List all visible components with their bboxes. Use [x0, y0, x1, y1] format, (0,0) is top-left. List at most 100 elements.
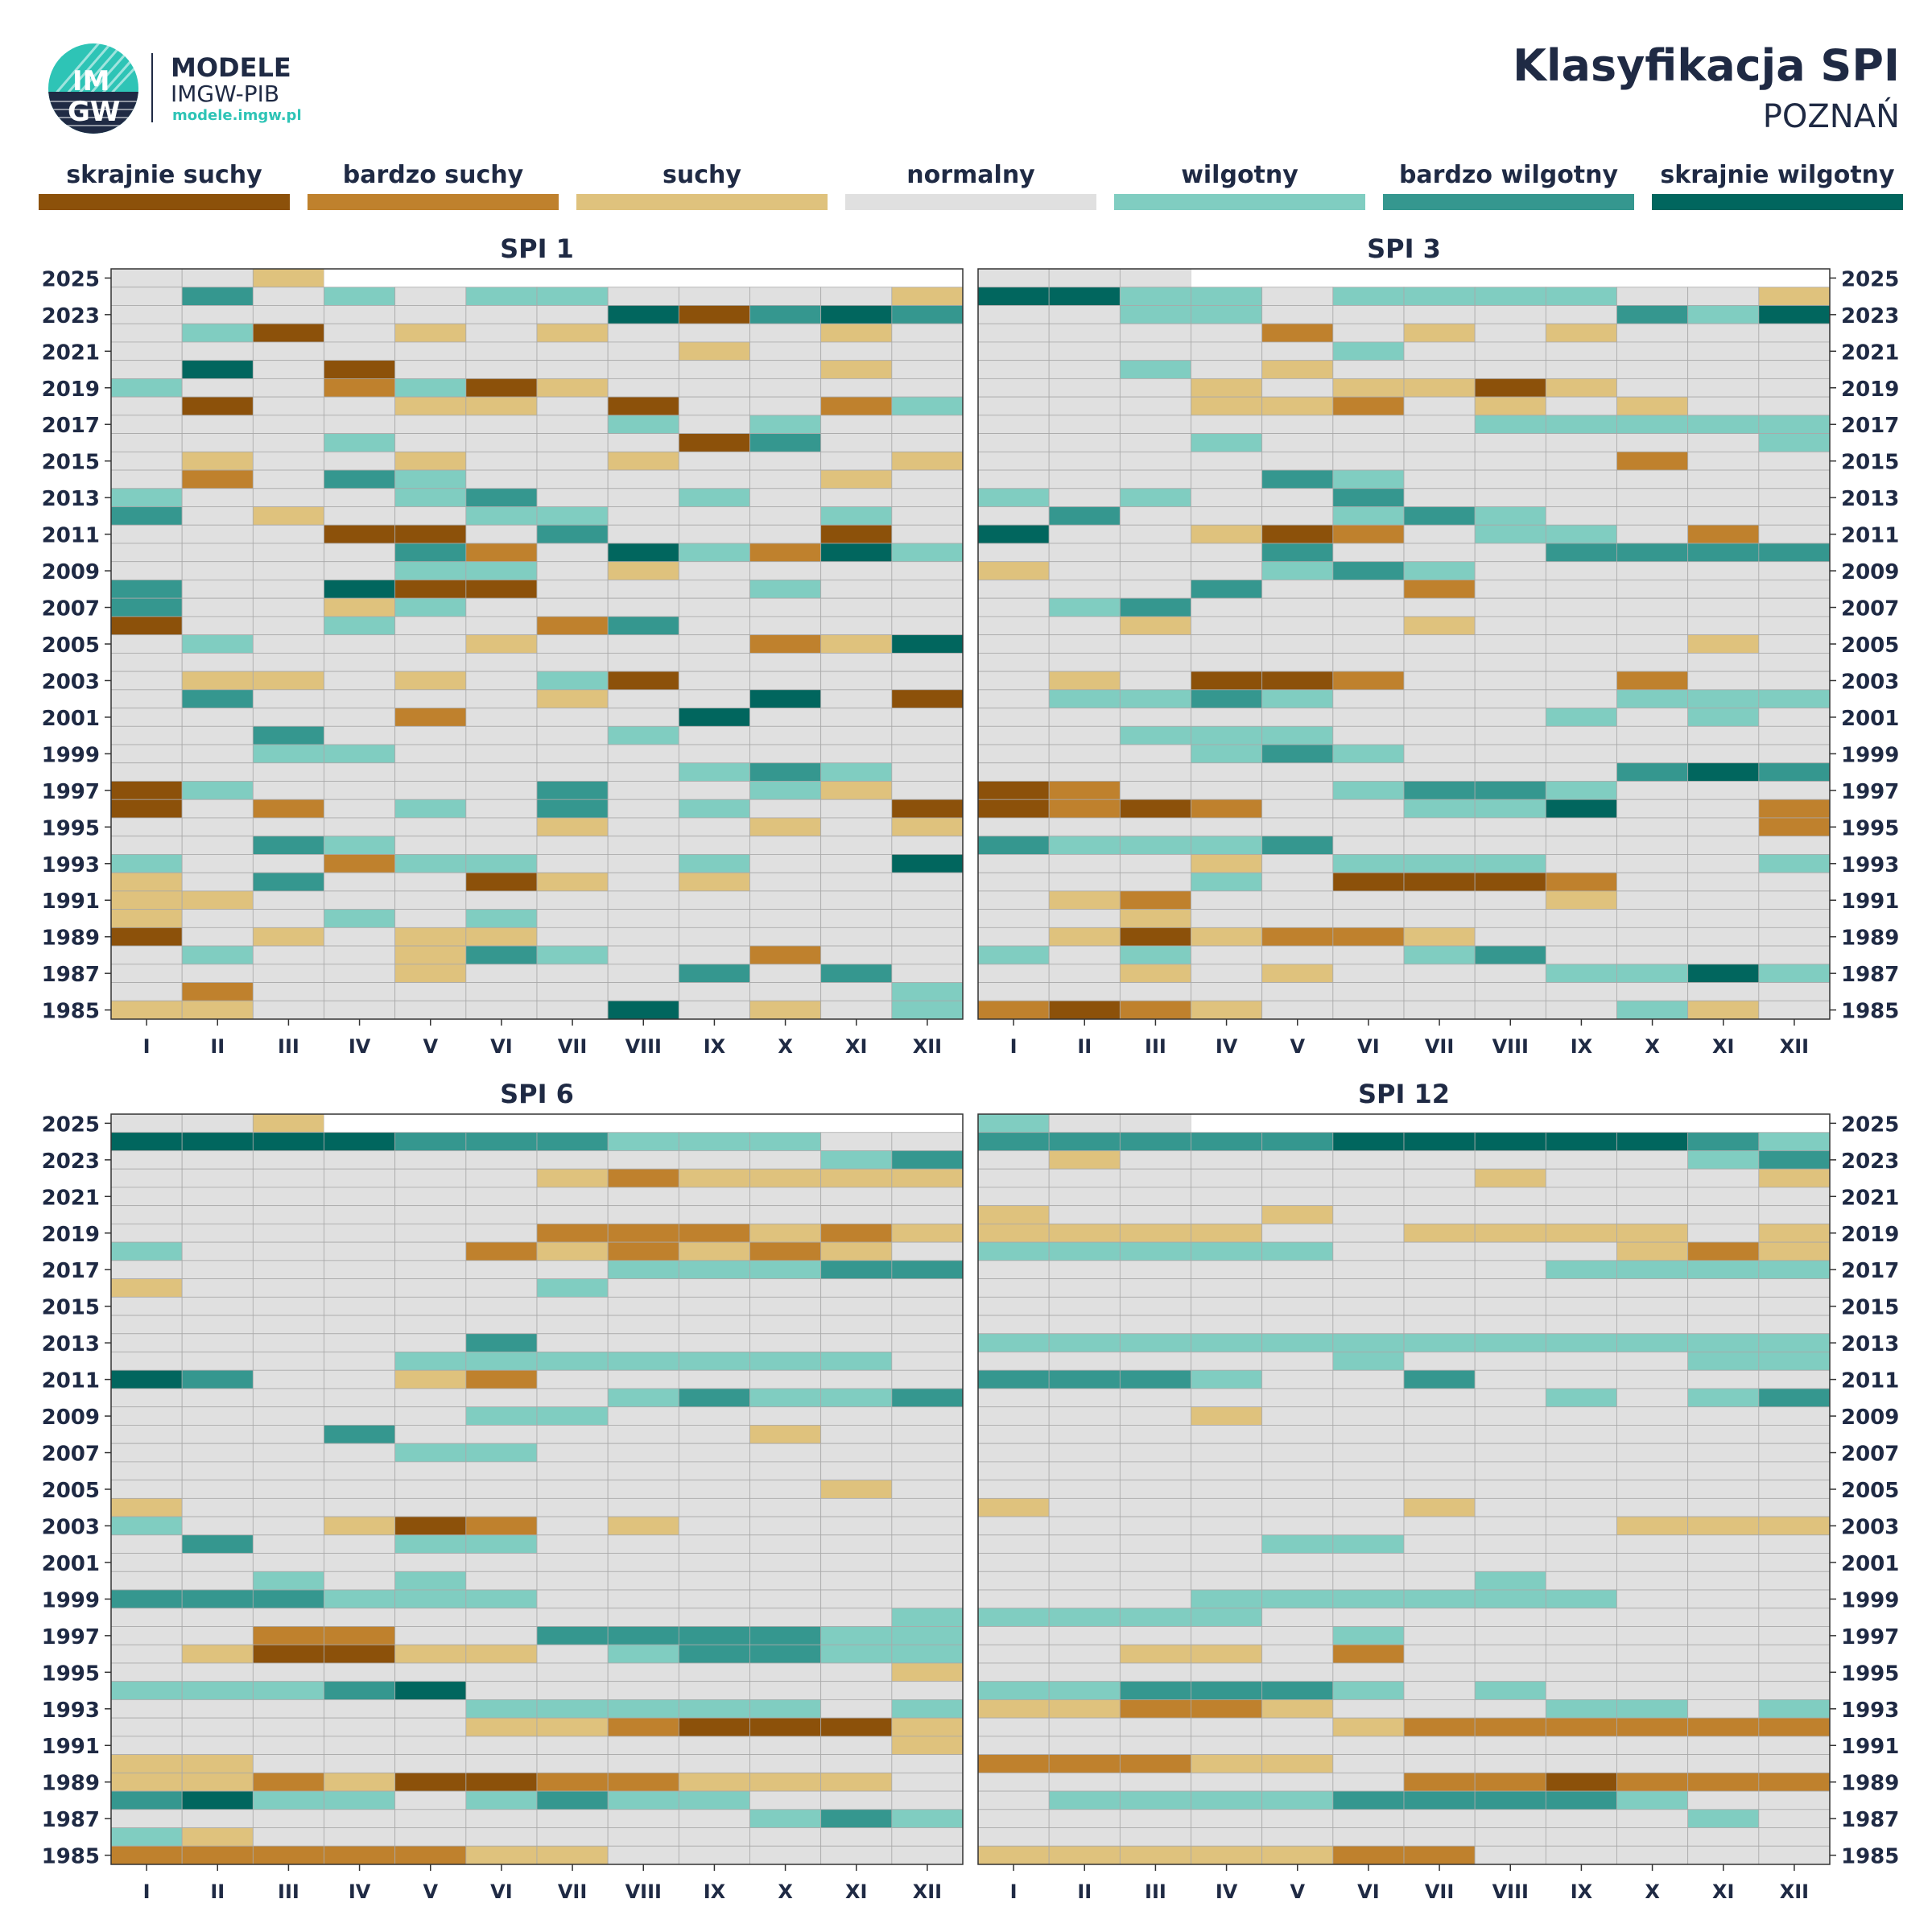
heatmap-cell	[394, 634, 467, 654]
heatmap-cell	[1687, 982, 1760, 1001]
heatmap-cell	[1758, 1497, 1831, 1517]
heatmap-cell	[749, 1754, 822, 1773]
heatmap-cell	[252, 1497, 324, 1517]
heatmap-cell	[1119, 323, 1191, 343]
heatmap-cell	[324, 1406, 396, 1426]
heatmap-cell	[820, 1699, 893, 1719]
heatmap-cell	[465, 1626, 538, 1645]
heatmap-cell	[394, 1644, 467, 1664]
heatmap-cell	[110, 488, 183, 507]
heatmap-cell	[1332, 1150, 1405, 1170]
heatmap-cell	[678, 1369, 750, 1389]
heatmap-cell	[181, 1845, 254, 1865]
heatmap-cell	[110, 1662, 183, 1682]
heatmap-cell	[1332, 561, 1405, 580]
heatmap-cell	[1119, 451, 1191, 471]
heatmap-cell	[1758, 927, 1831, 947]
heatmap-cell	[181, 1681, 254, 1700]
heatmap-cell	[465, 1333, 538, 1352]
heatmap-cell	[1616, 927, 1689, 947]
heatmap-cell	[1687, 1388, 1760, 1408]
heatmap-cell	[1758, 451, 1831, 471]
heatmap-cell	[1545, 1589, 1617, 1609]
heatmap-cell	[1119, 945, 1191, 965]
heatmap-cell	[1048, 1516, 1121, 1536]
heatmap-cell	[749, 1497, 822, 1517]
heatmap-cell	[1119, 909, 1191, 928]
heatmap-cell	[820, 1608, 893, 1627]
x-tick-label: VII	[558, 1035, 587, 1058]
heatmap-cell	[749, 616, 822, 636]
heatmap-cell	[1191, 1534, 1263, 1554]
heatmap-cell	[977, 506, 1050, 526]
heatmap-cell	[181, 1260, 254, 1279]
heatmap-cell	[1474, 1168, 1546, 1188]
heatmap-cell	[394, 1406, 467, 1426]
heatmap-cell	[977, 817, 1050, 837]
heatmap-cell	[977, 836, 1050, 855]
heatmap-cell	[110, 360, 183, 379]
heatmap-cell	[1403, 1223, 1476, 1243]
heatmap-cell	[465, 1278, 538, 1298]
heatmap-cell	[678, 1717, 750, 1737]
heatmap-cell	[1545, 817, 1617, 837]
heatmap-cell	[607, 1736, 679, 1756]
heatmap-cell	[252, 1223, 324, 1243]
heatmap-cell	[678, 580, 750, 599]
heatmap-cell	[394, 1443, 467, 1463]
heatmap-cell	[394, 1205, 467, 1224]
heatmap-cell	[181, 1790, 254, 1810]
heatmap-cell	[181, 781, 254, 800]
heatmap-cell	[1545, 378, 1617, 398]
heatmap-cell	[1616, 1114, 1688, 1133]
heatmap-cell	[394, 964, 467, 983]
heatmap-cell	[1119, 725, 1191, 745]
heatmap-cell	[1261, 1406, 1334, 1426]
heatmap-cell	[1616, 1369, 1689, 1389]
heatmap-cell	[1191, 1571, 1263, 1591]
heatmap-cell	[1191, 1717, 1263, 1737]
heatmap-cell	[1403, 964, 1476, 983]
heatmap-cell	[1474, 781, 1546, 800]
heatmap-cell	[110, 1571, 183, 1591]
heatmap-cell	[1616, 799, 1689, 819]
heatmap-cell	[607, 652, 679, 672]
heatmap-cell	[1048, 1205, 1121, 1224]
heatmap-cell	[324, 781, 396, 800]
heatmap-cell	[1191, 927, 1263, 947]
heatmap-cell	[1119, 1000, 1191, 1020]
heatmap-cell	[536, 836, 609, 855]
heatmap-cell	[394, 1480, 467, 1499]
heatmap-cell	[1119, 1113, 1191, 1133]
heatmap-cell	[820, 543, 893, 563]
heatmap-cell	[977, 597, 1050, 617]
heatmap-cell	[820, 927, 893, 947]
heatmap-cell	[1048, 1608, 1121, 1627]
heatmap-cell	[678, 1827, 750, 1847]
heatmap-cell	[607, 1497, 679, 1517]
y-tick-label: 2009	[1841, 1406, 1899, 1430]
heatmap-cell	[1261, 1150, 1334, 1170]
heatmap-cell	[1545, 652, 1617, 672]
heatmap-cell	[1191, 1223, 1263, 1243]
heatmap-cell	[1403, 1497, 1476, 1517]
heatmap-cell	[536, 1352, 609, 1371]
heatmap-cell	[1119, 1205, 1191, 1224]
heatmap-cell	[536, 580, 609, 599]
heatmap-cell	[324, 1461, 396, 1481]
heatmap-cell	[1758, 1315, 1831, 1335]
heatmap-cell	[536, 469, 609, 489]
heatmap-cell	[110, 469, 183, 489]
heatmap-cell	[607, 1644, 679, 1664]
heatmap-cell	[1758, 744, 1831, 764]
heatmap-cell	[394, 451, 467, 471]
heatmap-cell	[820, 1754, 893, 1773]
heatmap-cell	[749, 652, 822, 672]
heatmap-cell	[1119, 1406, 1191, 1426]
heatmap-cell	[536, 1333, 609, 1352]
y-tick-label: 1997	[1841, 1625, 1899, 1649]
heatmap-cell	[536, 1223, 609, 1243]
heatmap-cell	[1758, 305, 1831, 324]
heatmap-cell	[181, 1406, 254, 1426]
heatmap-cell	[465, 543, 538, 563]
